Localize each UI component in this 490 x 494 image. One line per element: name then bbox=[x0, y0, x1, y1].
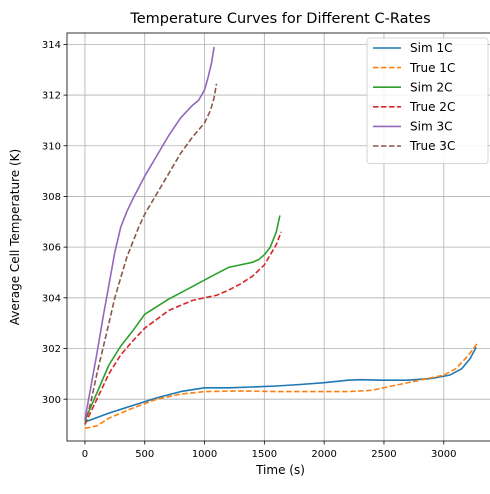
y-tick-label: 308 bbox=[42, 192, 61, 203]
legend-label: True 2C bbox=[409, 100, 455, 114]
y-tick-label: 310 bbox=[42, 141, 61, 152]
legend-label: Sim 1C bbox=[410, 41, 452, 55]
x-axis-label: Time (s) bbox=[255, 463, 305, 477]
legend-label: True 1C bbox=[409, 61, 455, 75]
series-line-true-3c bbox=[84, 83, 218, 425]
y-tick-label: 304 bbox=[42, 293, 61, 304]
plot-area-frame bbox=[66, 32, 490, 442]
legend-label: True 3C bbox=[409, 139, 455, 153]
y-tick-label: 306 bbox=[42, 243, 61, 254]
y-axis-ticks: 300 302 304 306 308 310 312 314 bbox=[42, 40, 67, 406]
chart-title: Temperature Curves for Different C-Rates bbox=[129, 11, 430, 27]
series-line-sim-3c bbox=[84, 46, 215, 420]
legend-label: Sim 3C bbox=[410, 120, 452, 134]
legend-box bbox=[366, 37, 489, 164]
x-axis-ticks: 0 500 1000 1500 2000 2500 3000 bbox=[82, 441, 456, 460]
series-line-true-2c bbox=[84, 231, 282, 425]
y-tick-label: 302 bbox=[42, 344, 61, 355]
x-tick-label: 0 bbox=[82, 449, 88, 460]
series-line-true-1c bbox=[84, 342, 478, 430]
series-line-sim-1c bbox=[84, 346, 477, 423]
x-tick-label: 500 bbox=[135, 449, 154, 460]
legend: Sim 1C True 1C Sim 2C True 2C Sim 3C True 3C bbox=[366, 37, 489, 164]
x-tick-label: 1000 bbox=[192, 449, 217, 460]
y-tick-label: 312 bbox=[42, 91, 61, 102]
y-tick-label: 300 bbox=[42, 395, 61, 406]
y-axis-label: Average Cell Temperature (K) bbox=[8, 149, 22, 325]
y-tick-label: 314 bbox=[42, 40, 61, 51]
x-tick-label: 2000 bbox=[311, 449, 336, 460]
legend-label: Sim 2C bbox=[410, 80, 452, 94]
series-line-sim-2c bbox=[84, 215, 281, 422]
series-lines bbox=[84, 46, 478, 430]
x-tick-label: 2500 bbox=[371, 449, 396, 460]
x-tick-label: 3000 bbox=[431, 449, 456, 460]
x-tick-label: 1500 bbox=[252, 449, 277, 460]
